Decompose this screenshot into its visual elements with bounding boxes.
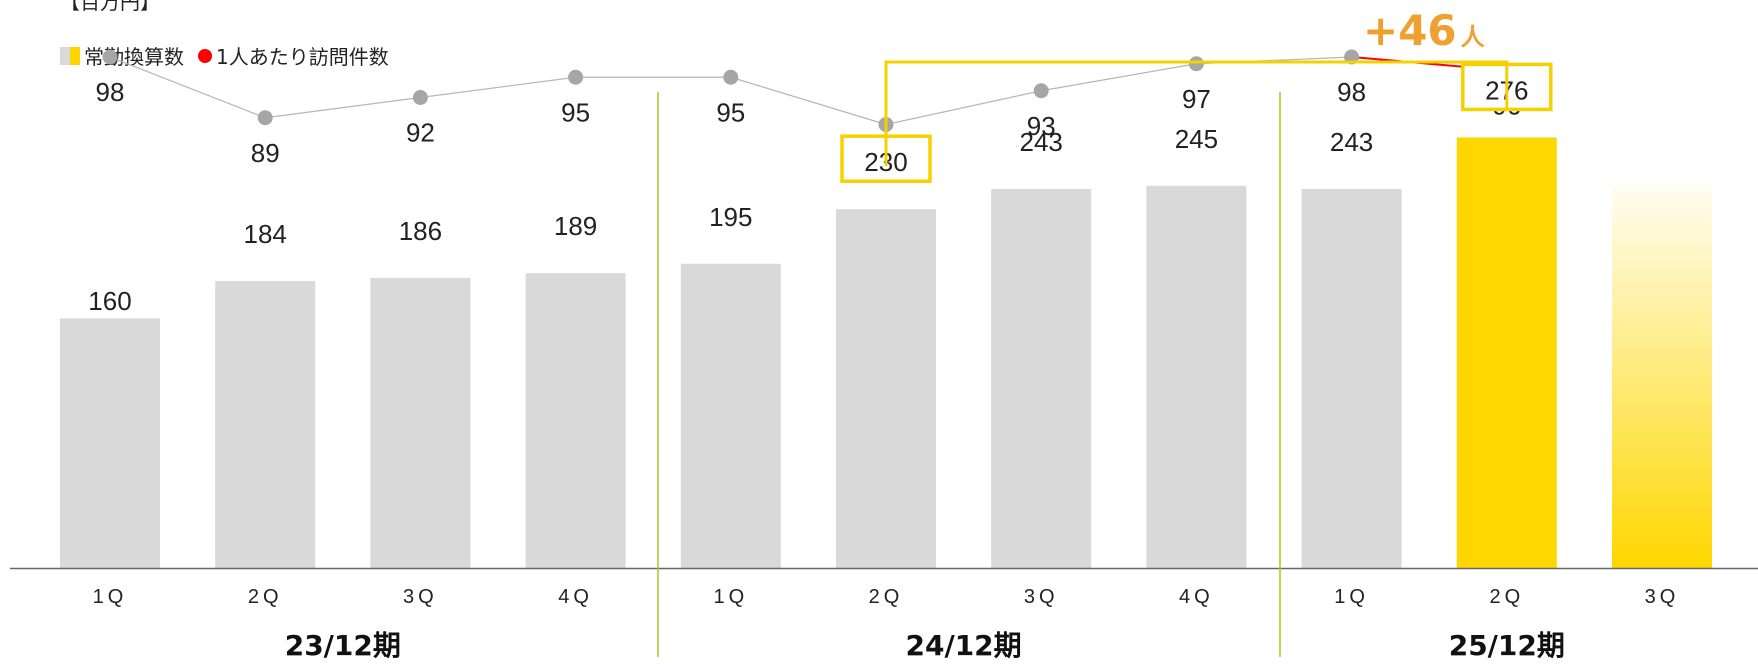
difference-value: +46 (1363, 6, 1457, 55)
category-label: 1Q (1334, 586, 1369, 608)
line-value-label: 95 (561, 97, 590, 127)
bar-value-label: 186 (399, 216, 442, 246)
bar (525, 273, 626, 568)
line-segment (1041, 63, 1197, 92)
line-value-label: 98 (1337, 77, 1366, 107)
line-value-label: 98 (96, 77, 125, 107)
category-label: 1Q (713, 586, 748, 608)
bar-value-label: 195 (709, 202, 752, 232)
line-segment (885, 90, 1042, 126)
category-label: 2Q (1489, 586, 1524, 608)
line-point (568, 69, 584, 85)
legend: 常勤換算数 1人あたり訪問件数 (60, 41, 389, 70)
period-label: 24/12期 (905, 629, 1022, 662)
bar-value-label: 189 (554, 211, 597, 241)
period-label: 25/12期 (1448, 629, 1565, 662)
legend-bar-gray-swatch (60, 46, 70, 65)
line-point (102, 49, 118, 65)
bar-value-label: 243 (1020, 127, 1063, 157)
legend-line-dot (198, 48, 212, 63)
line-point (723, 69, 739, 85)
bar-value-label: 243 (1330, 127, 1373, 157)
line-value-label: 92 (406, 118, 435, 148)
bar-value-label: 160 (88, 286, 131, 316)
line-point (1033, 83, 1049, 99)
category-label: 4Q (558, 586, 593, 608)
unit-label: 【百万円】 (60, 0, 160, 14)
category-label: 3Q (1645, 586, 1680, 608)
line-value-label: 89 (251, 138, 280, 168)
line-point (1188, 56, 1204, 72)
legend-line-label: 1人あたり訪問件数 (216, 45, 389, 69)
bar-forecast (1612, 185, 1712, 568)
line-point (257, 110, 273, 126)
line-segment (109, 56, 266, 119)
difference-annotation: +46 人 (1363, 6, 1485, 55)
bar (60, 318, 160, 568)
legend-bar-yellow-swatch (70, 46, 80, 65)
bar (836, 209, 936, 568)
category-label: 2Q (248, 586, 283, 608)
line-segment (730, 76, 887, 126)
line-value-label: 97 (1182, 84, 1211, 114)
bar (1456, 137, 1557, 568)
legend-bar-label: 常勤換算数 (84, 45, 184, 69)
bar (1301, 188, 1402, 569)
category-label: 2Q (869, 586, 904, 608)
category-label: 3Q (403, 586, 438, 608)
line-value-label: 95 (716, 97, 745, 127)
period-label: 23/12期 (284, 629, 401, 662)
comparison-bracket (884, 60, 1509, 166)
category-label: 3Q (1024, 586, 1059, 608)
line-segment (265, 96, 421, 119)
bar (680, 263, 781, 568)
bar (370, 277, 471, 568)
line-value-label: 93 (1027, 111, 1056, 141)
category-label: 4Q (1179, 586, 1214, 608)
bar (991, 188, 1092, 569)
line-segment (420, 76, 576, 99)
bar (215, 280, 316, 568)
bar (1146, 185, 1247, 569)
bar-value-label: 184 (244, 219, 287, 249)
bar-value-label: 245 (1175, 124, 1218, 154)
difference-unit: 人 (1460, 23, 1485, 51)
line-point (412, 90, 428, 105)
category-label: 1Q (93, 586, 128, 608)
